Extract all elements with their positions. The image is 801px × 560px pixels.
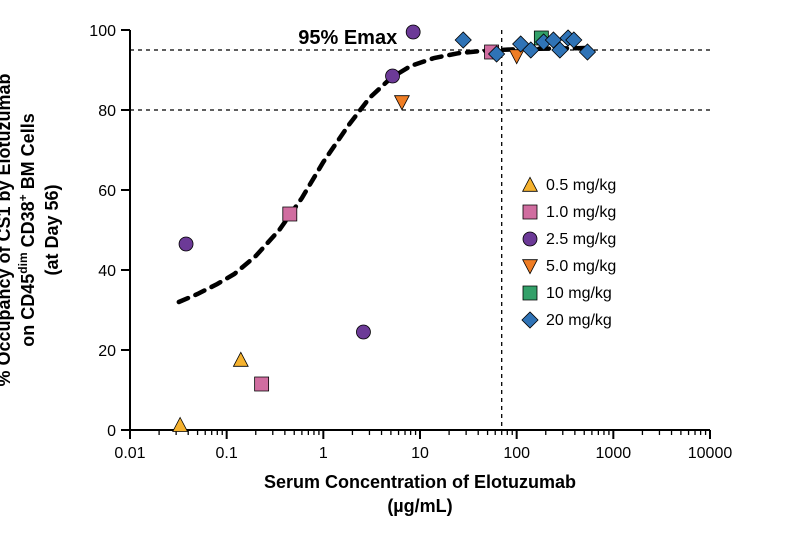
svg-text:95% Emax: 95% Emax <box>298 27 397 49</box>
svg-text:20 mg/kg: 20 mg/kg <box>546 312 612 329</box>
svg-text:100: 100 <box>503 445 530 462</box>
svg-text:100: 100 <box>89 23 116 40</box>
svg-text:0: 0 <box>107 423 116 440</box>
svg-text:Serum Concentration of Elotuzu: Serum Concentration of Elotuzumab <box>264 472 576 492</box>
svg-text:on CD45dim CD38+ BM Cells: on CD45dim CD38+ BM Cells <box>16 113 38 346</box>
svg-text:10: 10 <box>411 445 429 462</box>
svg-text:2.5 mg/kg: 2.5 mg/kg <box>546 231 616 248</box>
svg-text:1.0 mg/kg: 1.0 mg/kg <box>546 204 616 221</box>
svg-text:60: 60 <box>98 183 116 200</box>
svg-text:1000: 1000 <box>596 445 632 462</box>
svg-text:80: 80 <box>98 103 116 120</box>
svg-text:10 mg/kg: 10 mg/kg <box>546 285 612 302</box>
svg-text:0.5 mg/kg: 0.5 mg/kg <box>546 177 616 194</box>
occupancy-chart: 0.01 0.1 1 10 100 1000 10000 0 20 40 60 80 100 95% Em… <box>0 0 801 560</box>
svg-text:% Occupancy of CS1 by Elotuzum: % Occupancy of CS1 by Elotuzumab <box>0 73 14 386</box>
svg-text:20: 20 <box>98 343 116 360</box>
chart-container: 0.01 0.1 1 10 100 1000 10000 0 20 40 60 80 100 95% Em… <box>0 0 801 560</box>
svg-text:5.0 mg/kg: 5.0 mg/kg <box>546 258 616 275</box>
svg-text:0.1: 0.1 <box>216 445 238 462</box>
svg-text:40: 40 <box>98 263 116 280</box>
svg-text:(µg/mL): (µg/mL) <box>387 496 452 516</box>
svg-text:(at Day 56): (at Day 56) <box>42 184 62 275</box>
svg-text:10000: 10000 <box>688 445 733 462</box>
svg-text:1: 1 <box>319 445 328 462</box>
svg-text:0.01: 0.01 <box>114 445 145 462</box>
